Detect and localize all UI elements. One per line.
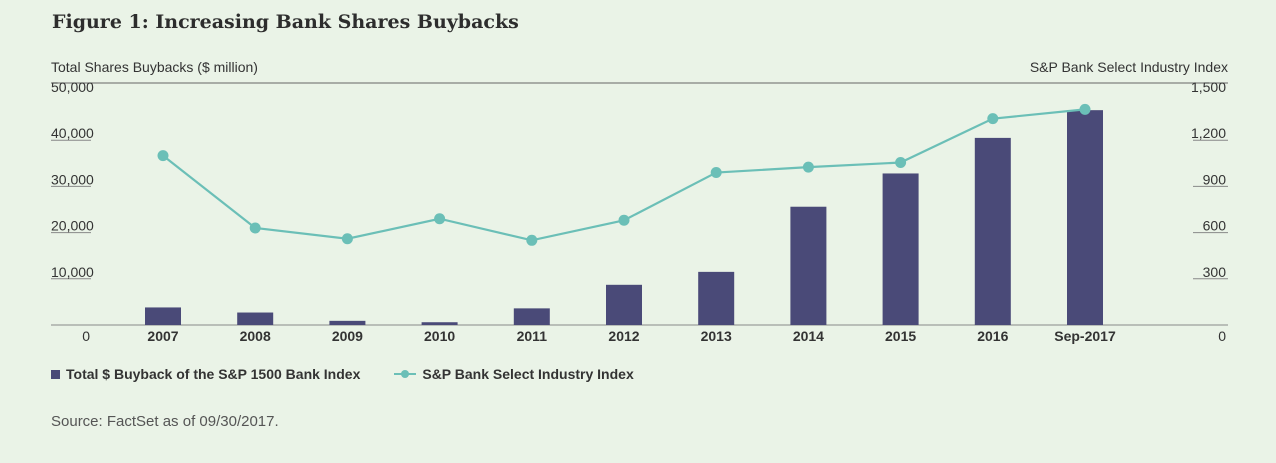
bar-2016: [974, 137, 1011, 325]
index-point-2012: [618, 214, 630, 226]
right-tick-label: 1,200: [1191, 125, 1226, 141]
index-point-2015: [895, 157, 907, 169]
bar-2013: [698, 271, 735, 325]
bar-2012: [606, 284, 642, 325]
legend-swatch-line: [394, 369, 417, 379]
x-tick-label: 2010: [424, 328, 455, 344]
index-point-2013: [710, 167, 722, 179]
left-tick-label: 30,000: [51, 171, 94, 187]
bar-2007: [145, 307, 181, 325]
x-tick-label: 2009: [332, 328, 363, 344]
right-tick-label: 900: [1203, 171, 1227, 187]
index-point-Sep-2017: [1079, 103, 1091, 115]
bar-2014: [790, 206, 827, 325]
legend-item-buyback: Total $ Buyback of the S&P 1500 Bank Ind…: [51, 366, 360, 382]
x-tick-label: Sep-2017: [1054, 328, 1116, 344]
x-tick-label: 2013: [701, 328, 732, 344]
x-tick-label: 2007: [147, 328, 178, 344]
x-tick-label: 2011: [517, 328, 548, 344]
bar-2015: [882, 173, 919, 325]
index-point-2007: [157, 150, 169, 162]
x-tick-label: 2014: [793, 328, 824, 344]
bar-2008: [237, 312, 274, 325]
x-tick-label: 2016: [977, 328, 1008, 344]
bar-2009: [329, 320, 366, 325]
left-axis-title: Total Shares Buybacks ($ million): [51, 59, 258, 75]
left-tick-label: 20,000: [51, 218, 94, 234]
legend-item-index: S&P Bank Select Industry Index: [394, 366, 634, 382]
legend-swatch-bar: [51, 369, 60, 379]
right-tick-label: 300: [1203, 264, 1227, 280]
left-tick-label: 0: [82, 328, 90, 344]
x-tick-label: 2012: [608, 328, 639, 344]
x-tick-label: 2015: [885, 328, 916, 344]
x-tick-label: 2008: [240, 328, 271, 344]
index-point-2008: [249, 222, 261, 234]
legend-label-index: S&P Bank Select Industry Index: [422, 366, 634, 382]
legend-label-buyback: Total $ Buyback of the S&P 1500 Bank Ind…: [66, 366, 361, 382]
right-axis-title: S&P Bank Select Industry Index: [1030, 59, 1228, 75]
index-point-2009: [341, 233, 353, 245]
index-point-2011: [526, 234, 538, 246]
source-note: Source: FactSet as of 09/30/2017.: [51, 413, 279, 430]
bar-2010: [421, 322, 458, 325]
chart-title: Figure 1: Increasing Bank Shares Buyback…: [52, 11, 519, 33]
index-point-2010: [434, 213, 446, 225]
index-point-2014: [802, 161, 814, 173]
legend: Total $ Buyback of the S&P 1500 Bank Ind…: [51, 366, 668, 382]
bar-Sep-2017: [1067, 110, 1103, 325]
bar-2011: [513, 308, 550, 325]
left-tick-label: 10,000: [51, 264, 94, 280]
right-tick-label: 600: [1203, 218, 1227, 234]
right-tick-label: 1,500: [1191, 79, 1226, 95]
index-point-2016: [987, 113, 999, 125]
left-tick-label: 50,000: [51, 79, 94, 95]
right-tick-label: 0: [1218, 328, 1226, 344]
left-tick-label: 40,000: [51, 125, 94, 141]
